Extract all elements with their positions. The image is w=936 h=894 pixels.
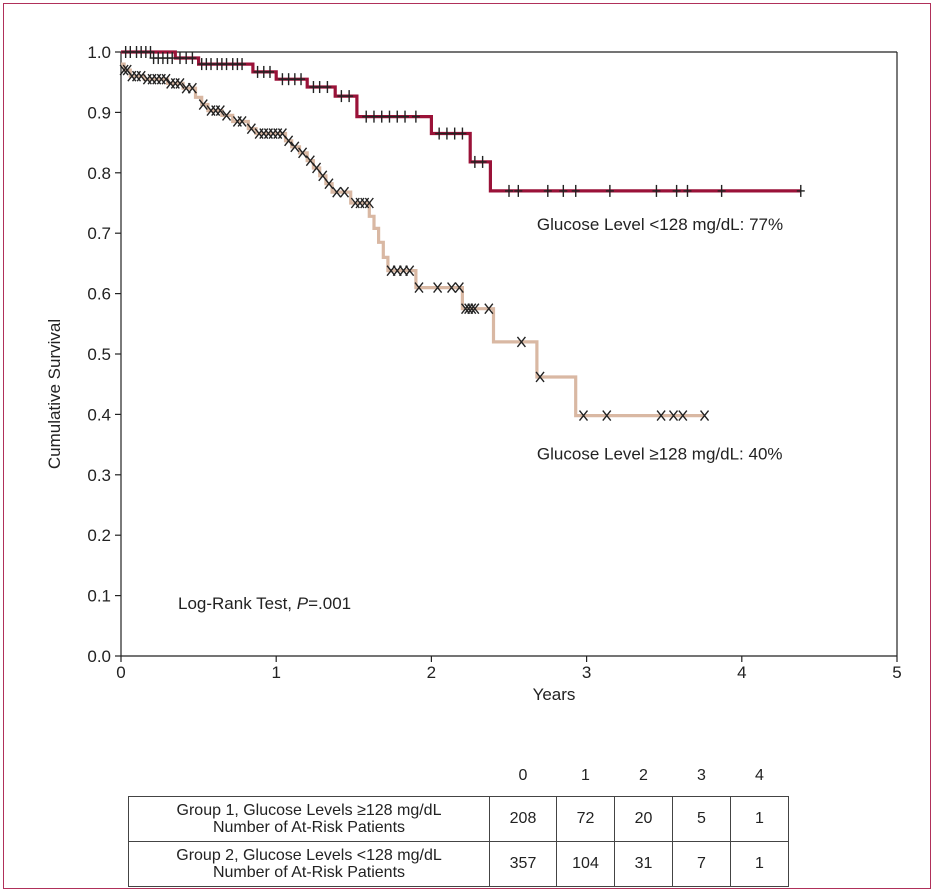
risk-table-group-label: Group 1, Glucose Levels ≥128 mg/dL Number…: [128, 796, 490, 842]
y-tick-label: 0.5: [87, 345, 111, 364]
x-tick-label: 4: [737, 663, 746, 682]
censor-mark-x: [467, 303, 477, 315]
series-label: Glucose Level <128 mg/dL: 77%: [537, 215, 783, 234]
risk-table-cell: 31: [614, 841, 673, 887]
censor-mark-x: [221, 109, 232, 121]
censor-mark-x: [122, 64, 132, 76]
y-tick-label: 0.7: [87, 224, 111, 243]
x-tick-label: 3: [582, 663, 591, 682]
censor-mark-x: [305, 155, 315, 167]
table-row: Group 2, Glucose Levels <128 mg/dL Number…: [128, 841, 789, 887]
censor-mark-x: [364, 197, 374, 209]
censor-mark-x: [284, 135, 294, 147]
table-row: Group 1, Glucose Levels ≥128 mg/dL Number…: [128, 796, 789, 842]
censor-mark-x: [339, 186, 350, 198]
risk-table-cell: 72: [556, 796, 615, 842]
risk-table-cell: 1: [730, 841, 789, 887]
risk-table-corner: [129, 756, 490, 797]
censor-mark-x: [433, 282, 443, 293]
censor-mark-x: [312, 162, 322, 174]
risk-table-cell: 5: [672, 796, 731, 842]
risk-table-cell: 7: [672, 841, 731, 887]
censor-mark-x: [332, 186, 342, 198]
y-tick-label: 0.0: [87, 647, 111, 666]
risk-table-year-header: 0: [518, 767, 528, 784]
risk-table-header-row: 0 1 2 3 4: [129, 756, 789, 797]
censor-marks: [119, 46, 805, 422]
y-tick-label: 0.1: [87, 587, 111, 606]
risk-table-year-header: 4: [755, 767, 764, 784]
risk-table-year-header: 1: [581, 767, 590, 784]
censor-mark-x: [668, 410, 679, 422]
censor-mark-x: [136, 70, 146, 82]
y-tick-label: 0.8: [87, 164, 111, 183]
censor-mark-x: [405, 265, 415, 277]
censor-mark-x: [454, 282, 464, 293]
censor-mark-x: [470, 303, 480, 315]
axes: 0.0 0.1 0.2 0.3 0.4 0.5 0.6 0.7 0.8 0.9 1.0 0 1 2 3 4 5: [87, 43, 901, 682]
y-tick-label: 1.0: [87, 43, 111, 62]
at-risk-table: 0 1 2 3 4 Group 1, Glucose Levels ≥128 mg/dL N…: [128, 756, 789, 887]
risk-table-cell: 104: [556, 841, 615, 887]
series-label: Glucose Level ≥128 mg/dL: 40%: [537, 445, 783, 464]
x-tick-label: 5: [892, 663, 901, 682]
risk-table-cell: 20: [614, 796, 673, 842]
risk-table-year-header: 2: [639, 767, 648, 784]
km-survival-chart: 0.00.10.20.30.40.50.60.70.80.91.00 1 2 3 4 5 …: [45, 43, 902, 704]
y-tick-label: 0.3: [87, 466, 111, 485]
chart-labels: Years Cumulative Survival Glucose Level <1…: [45, 215, 783, 704]
x-tick-label: 1: [271, 663, 280, 682]
censor-mark-x: [290, 141, 300, 153]
censor-mark-x: [198, 99, 208, 110]
censor-mark-x: [700, 410, 710, 422]
risk-table-cell: 208: [489, 796, 557, 842]
figure-frame: [3, 3, 931, 889]
survival-curve-series-1: [121, 50, 801, 193]
censor-mark-x: [447, 282, 457, 293]
x-tick-label: 0: [116, 663, 125, 682]
censor-mark-x: [298, 147, 308, 159]
risk-table-cell: 357: [489, 841, 557, 887]
censor-mark-x: [414, 282, 424, 293]
log-rank-annotation: Log-Rank Test, P=.001: [178, 594, 351, 613]
censor-mark-x: [187, 82, 197, 94]
censor-mark-x: [535, 371, 545, 383]
censor-mark-x: [324, 178, 334, 190]
y-tick-label: 0.9: [87, 103, 111, 122]
censor-mark-x: [215, 105, 225, 117]
risk-table-group-label: Group 2, Glucose Levels <128 mg/dL Number…: [128, 841, 490, 887]
censor-mark-x: [246, 123, 256, 135]
censor-mark-x: [161, 73, 171, 85]
censor-mark-x: [277, 128, 287, 139]
censor-mark-x: [678, 410, 688, 422]
censor-mark-x: [318, 170, 328, 182]
censor-mark-x: [656, 410, 666, 422]
censor-mark-x: [484, 303, 494, 315]
y-tick-label: 0.6: [87, 285, 111, 304]
x-tick-label: 2: [427, 663, 436, 682]
risk-table-year-header: 3: [697, 767, 706, 784]
censor-mark-x: [175, 77, 185, 89]
y-axis-label: Cumulative Survival: [45, 319, 64, 469]
y-tick-label: 0.2: [87, 526, 111, 545]
censor-mark-x: [578, 410, 589, 422]
risk-table-cell: 1: [730, 796, 789, 842]
censor-mark-x: [516, 336, 526, 348]
censor-mark-x: [119, 64, 129, 76]
y-tick-label: 0.4: [87, 405, 111, 424]
censor-mark-x: [602, 410, 612, 422]
x-axis-label: Years: [533, 685, 576, 704]
censor-mark-x: [237, 116, 247, 127]
